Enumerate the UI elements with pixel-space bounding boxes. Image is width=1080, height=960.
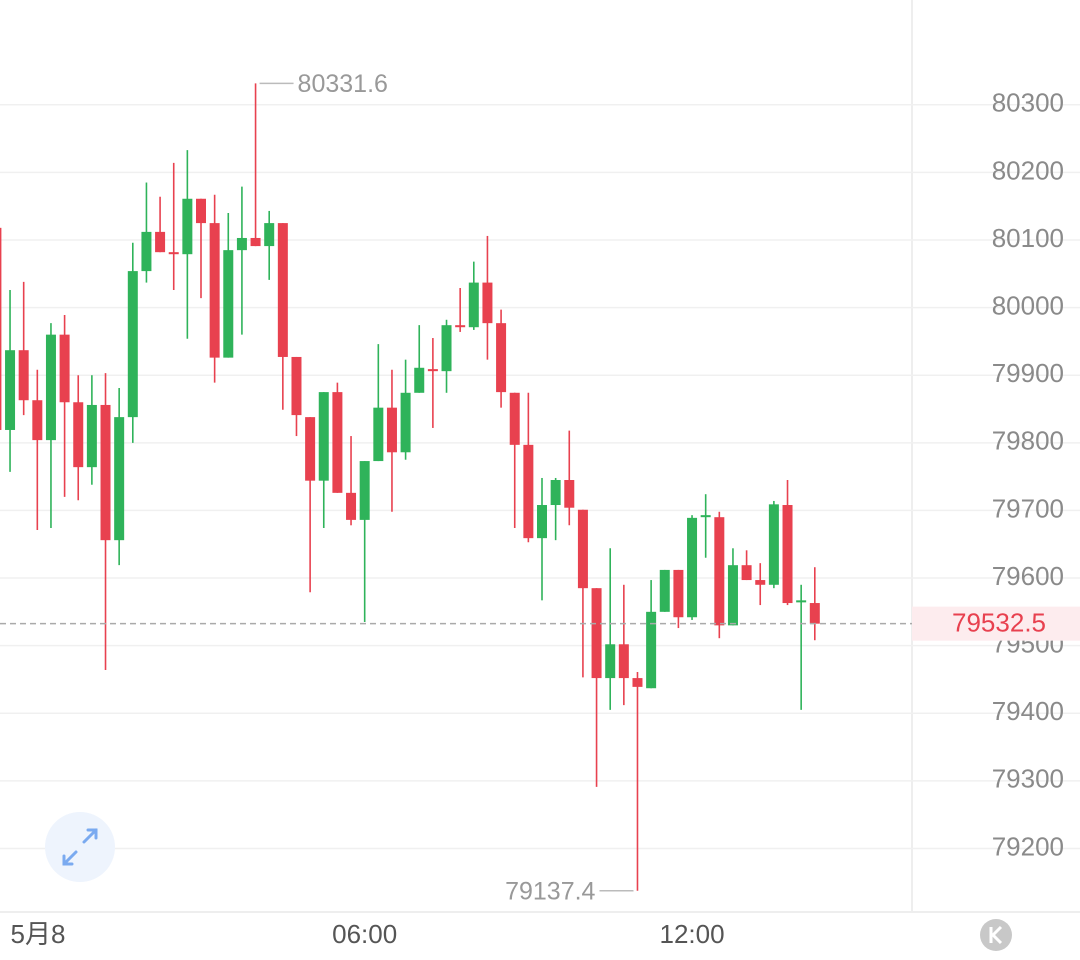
candle-body — [577, 509, 588, 589]
x-tick-label: 5月8 — [11, 919, 66, 949]
candle-body — [550, 480, 561, 506]
candle-body — [714, 517, 725, 626]
candle-body — [605, 644, 616, 679]
k-icon — [989, 925, 1003, 945]
candle-body — [796, 600, 807, 603]
candle-body — [755, 580, 766, 585]
candle-body — [727, 565, 738, 626]
candle-body — [537, 505, 547, 539]
candle-body — [632, 678, 643, 687]
candle-body — [250, 237, 261, 247]
candle-body — [782, 505, 793, 604]
candle-body — [359, 461, 370, 520]
candle-body — [86, 404, 97, 468]
low-annotation: 79137.4 — [505, 877, 595, 905]
x-tick-label: 06:00 — [332, 919, 397, 949]
candle-body — [700, 515, 711, 518]
high-annotation: 80331.6 — [298, 70, 388, 98]
candle-body — [196, 198, 206, 224]
y-tick-label: 79900 — [992, 358, 1064, 388]
candle-body — [741, 565, 752, 581]
last-price-bg — [912, 606, 1080, 641]
candle-body — [236, 237, 247, 251]
expand-button[interactable] — [45, 812, 115, 882]
candle-body — [155, 231, 166, 253]
candle-body — [318, 392, 329, 481]
y-tick-label: 80000 — [992, 290, 1064, 320]
candle-body — [305, 417, 316, 481]
candles — [0, 83, 820, 891]
candle-body — [659, 569, 670, 612]
candle-body — [441, 325, 452, 372]
candle-body — [400, 392, 411, 453]
candle-body — [182, 198, 193, 255]
candle-body — [523, 444, 534, 539]
candle-body — [414, 367, 425, 393]
candle-body — [277, 223, 288, 357]
candle-body — [32, 400, 43, 441]
candle-body — [386, 407, 397, 453]
candle-body — [73, 402, 84, 468]
candle-body — [127, 271, 138, 418]
candle-body — [673, 569, 684, 618]
candle-body — [496, 323, 507, 393]
candle-body — [18, 350, 29, 401]
candle-body — [100, 404, 111, 541]
y-tick-label: 80100 — [992, 223, 1064, 253]
candle-body — [264, 223, 275, 247]
x-tick-label: 12:00 — [660, 919, 725, 949]
candle-body — [646, 611, 657, 689]
candle-body — [291, 356, 302, 416]
candle-body — [0, 227, 2, 430]
candle-body — [223, 250, 234, 358]
candle-body — [509, 392, 520, 445]
candle-body — [618, 644, 629, 679]
overlay: 5月8 06:00 12:00 80331.6 79137.4 79532.5 — [0, 70, 1080, 949]
y-tick-label: 79400 — [992, 696, 1064, 726]
candle-body — [427, 369, 438, 372]
candle-body — [59, 334, 70, 403]
candle-body — [141, 231, 152, 272]
y-tick-label: 79200 — [992, 831, 1064, 861]
candle-body — [564, 480, 575, 508]
candle-body — [346, 492, 357, 520]
candle-body — [768, 504, 779, 585]
candle-body — [114, 417, 125, 541]
y-tick-label: 79700 — [992, 493, 1064, 523]
candle-body — [455, 325, 466, 328]
candle-body — [168, 252, 179, 255]
candle-body — [591, 588, 602, 679]
grid: 7920079300794007950079600797007980079900… — [0, 88, 1080, 861]
y-tick-label: 79600 — [992, 561, 1064, 591]
candle-body — [468, 282, 479, 328]
candle-body — [373, 407, 384, 462]
candle-body — [482, 282, 493, 324]
y-tick-label: 79300 — [992, 764, 1064, 794]
candle-body — [209, 223, 220, 358]
candle-body — [809, 603, 820, 624]
y-tick-label: 80300 — [992, 88, 1064, 118]
candle-body — [45, 334, 56, 441]
last-price-label: 79532.5 — [952, 608, 1046, 638]
k-button[interactable] — [980, 919, 1012, 951]
candle-body — [5, 350, 16, 430]
y-tick-label: 80200 — [992, 155, 1064, 185]
candle-body — [332, 392, 343, 493]
candle-body — [687, 517, 698, 618]
y-tick-label: 79800 — [992, 426, 1064, 456]
expand-icon — [62, 828, 98, 866]
